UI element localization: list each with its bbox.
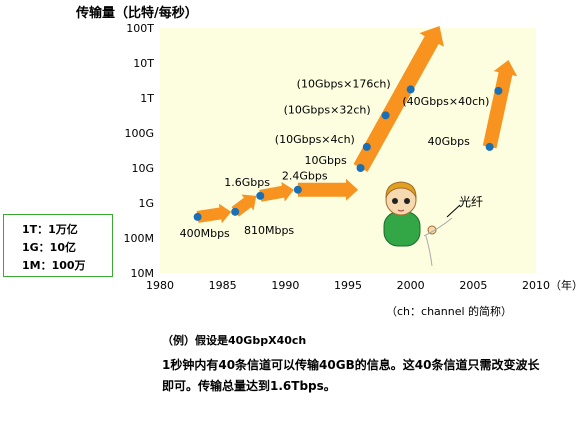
data-label: 400Mbps: [180, 227, 230, 240]
example-body: 1秒钟内有40条信道可以传输40GB的信息。这40条信道只需改变波长即可。传输总…: [162, 358, 540, 393]
data-point: [494, 86, 503, 95]
data-point: [256, 191, 265, 200]
y-tick-label: 10T: [133, 57, 154, 70]
data-point: [293, 185, 302, 194]
x-axis-ticks: 1980 1985 1990 1995 2000 2005 2010: [146, 279, 550, 292]
growth-arrow: [259, 181, 294, 202]
data-label: 2.4Gbps: [282, 170, 328, 183]
y-tick-label: 10G: [131, 162, 154, 175]
y-tick-label: 1T: [140, 92, 154, 105]
data-point: [356, 164, 365, 172]
data-label: 10Gbps: [305, 154, 347, 167]
growth-arrow: [297, 178, 359, 201]
data-point: [406, 85, 415, 94]
data-point: [485, 142, 494, 151]
legend-item-t: 1T：1万亿: [22, 223, 78, 236]
y-tick-label: 100T: [126, 22, 154, 35]
abbreviation-note: （ch：channel 的简称）: [386, 305, 513, 318]
legend-item-g: 1G：10亿: [22, 241, 76, 254]
x-tick-label: 2005: [459, 279, 487, 292]
data-point: [193, 212, 202, 221]
child-illustration: [383, 181, 461, 267]
growth-arrow: [353, 26, 444, 172]
legend-item-m: 1M：100万: [22, 259, 86, 272]
y-tick-label: 100M: [124, 232, 155, 245]
example-title: （例）假设是40GbpX40ch: [162, 334, 307, 347]
data-point: [362, 142, 371, 151]
x-tick-label: 1995: [334, 279, 362, 292]
fiber-label: 光纤: [459, 195, 483, 209]
data-label: (10Gbps×4ch): [275, 133, 355, 146]
growth-arrow: [196, 203, 232, 224]
data-label: (40Gbps×40ch): [402, 95, 489, 108]
y-tick-label: 100G: [124, 127, 154, 140]
data-point: [381, 111, 390, 120]
growth-arrow: [482, 60, 518, 149]
data-points: [193, 85, 503, 221]
fiber-pointer: [446, 204, 461, 218]
plot-background: [160, 28, 536, 273]
data-label: (10Gbps×32ch): [284, 103, 371, 116]
x-tick-label: 1990: [271, 279, 299, 292]
y-axis-title: 传输量（比特/每秒）: [76, 6, 198, 21]
data-label: 810Mbps: [244, 224, 294, 237]
data-label: 1.6Gbps: [224, 176, 270, 189]
x-tick-label: 2000: [397, 279, 425, 292]
data-label: 40Gbps: [428, 135, 470, 148]
x-axis-unit: （年）: [550, 278, 576, 292]
x-tick-label: 1985: [209, 279, 237, 292]
data-labels: 400Mbps 810Mbps 1.6Gbps 2.4Gbps 10Gbps (10Gbp…: [180, 77, 490, 240]
fiber-line: [423, 217, 453, 267]
data-label: (10Gbps×176ch): [297, 77, 391, 90]
x-tick-label: 1980: [146, 279, 174, 292]
data-point: [231, 207, 240, 216]
unit-legend: 1T：1万亿 1G：10亿 1M：100万: [3, 214, 113, 277]
y-tick-label: 1G: [138, 197, 154, 210]
y-axis-ticks: 10M 100M 1G 10G 100G 1T 10T 100T: [124, 22, 155, 280]
y-tick-label: 10M: [131, 267, 155, 280]
x-tick-label: 2010: [522, 279, 550, 292]
